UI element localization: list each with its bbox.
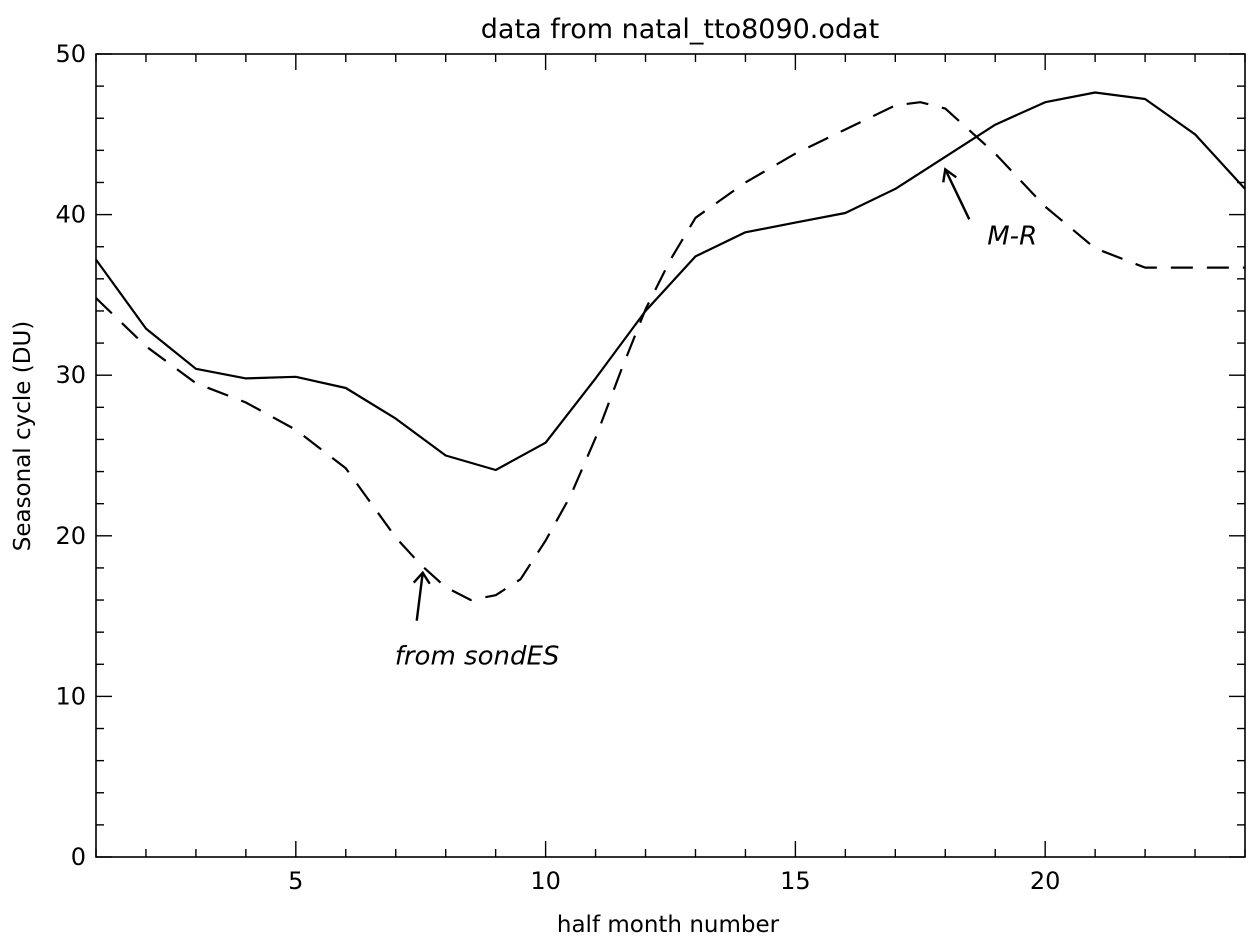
annotation-m-r: M-R bbox=[987, 221, 1037, 251]
x-axis-label: half month number bbox=[557, 912, 780, 938]
annotation-arrowhead-mr bbox=[942, 167, 957, 183]
y-tick-label: 20 bbox=[55, 522, 86, 550]
y-tick-label: 40 bbox=[55, 201, 86, 229]
y-axis-label: Seasonal cycle (DU) bbox=[10, 321, 36, 552]
series-line-m-r bbox=[95, 91, 1246, 472]
annotation-arrow-sondes bbox=[415, 572, 424, 621]
y-tick-label: 10 bbox=[55, 682, 86, 710]
plot-frame bbox=[95, 53, 1246, 858]
chart-title: data from natal_tto8090.odat bbox=[481, 14, 879, 45]
x-tick-label: 5 bbox=[288, 867, 303, 895]
series-line-from-sondes bbox=[95, 101, 1245, 602]
y-tick-label: 0 bbox=[71, 843, 86, 871]
annotation-arrowhead-sondes bbox=[412, 570, 431, 585]
x-tick-label: 20 bbox=[1030, 867, 1061, 895]
y-tick-label: 30 bbox=[55, 361, 86, 389]
x-tick-label: 10 bbox=[530, 867, 561, 895]
y-tick-label: 50 bbox=[55, 40, 86, 68]
annotation-from-sondes: from sondES bbox=[395, 642, 560, 672]
annotation-arrow-mr bbox=[944, 168, 971, 220]
x-tick-label: 15 bbox=[780, 867, 811, 895]
